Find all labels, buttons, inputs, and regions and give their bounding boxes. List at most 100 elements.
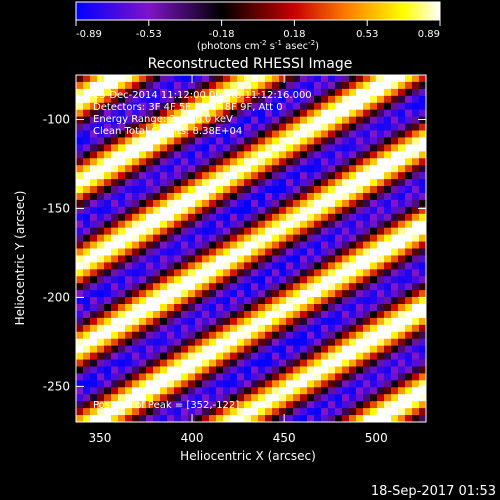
heatmap-cell (118, 269, 126, 277)
heatmap-cell (83, 116, 91, 125)
heatmap-cell (412, 179, 420, 187)
heatmap-cell (314, 123, 322, 132)
heatmap-cell (111, 366, 119, 375)
heatmap-cell (181, 172, 189, 180)
heatmap-cell (307, 151, 315, 159)
heatmap-cell (342, 179, 350, 187)
heatmap-cell (258, 199, 266, 208)
heatmap-cell (118, 123, 126, 132)
heatmap-cell (384, 290, 392, 298)
heatmap-cell (132, 345, 140, 354)
heatmap-cell (258, 220, 266, 229)
heatmap-cell (90, 317, 98, 326)
heatmap-cell (328, 359, 336, 368)
heatmap-cell (370, 116, 378, 125)
heatmap-cell (335, 331, 343, 340)
heatmap-cell (419, 192, 426, 201)
heatmap-cell (398, 206, 406, 215)
heatmap-cell (370, 172, 378, 180)
heatmap-cell (370, 151, 378, 159)
heatmap-cell (377, 151, 385, 159)
heatmap-cell (97, 220, 105, 229)
heatmap-cell (132, 380, 140, 388)
heatmap-cell (370, 234, 378, 243)
heatmap-cell (223, 123, 231, 132)
heatmap-cell (188, 158, 196, 166)
heatmap-cell (391, 192, 399, 201)
heatmap-cell (209, 387, 217, 395)
heatmap-cell (230, 241, 238, 250)
heatmap-cell (125, 269, 133, 277)
heatmap-cell (167, 269, 175, 277)
heatmap-cell (216, 345, 224, 354)
heatmap-cell (419, 276, 426, 284)
heatmap-cell (111, 408, 119, 416)
heatmap-cell (356, 366, 364, 375)
heatmap-cell (125, 95, 133, 104)
heatmap-cell (307, 102, 315, 111)
colorbar-tick-label: 0.18 (283, 29, 305, 40)
heatmap-cell (244, 331, 252, 340)
heatmap-cell (398, 186, 406, 194)
heatmap-cell (181, 310, 189, 319)
heatmap-cell (370, 324, 378, 333)
heatmap-cell (146, 172, 154, 180)
heatmap-cell (412, 290, 420, 298)
heatmap-cell (328, 255, 336, 263)
heatmap-cell (293, 165, 301, 173)
heatmap-cell (132, 310, 140, 319)
heatmap-cell (370, 387, 378, 395)
heatmap-cell (195, 213, 203, 222)
heatmap-cell (349, 241, 357, 250)
heatmap-cell (391, 102, 399, 111)
heatmap-cell (111, 324, 119, 333)
heatmap-cell (244, 366, 252, 375)
heatmap-cell (244, 352, 252, 361)
heatmap-cell (83, 387, 91, 395)
heatmap-cell (181, 345, 189, 354)
heatmap-cell (286, 401, 294, 409)
heatmap-cell (384, 255, 392, 263)
heatmap-cell (153, 310, 161, 319)
heatmap-cell (412, 213, 420, 222)
heatmap-cell (307, 283, 315, 291)
heatmap-cell (237, 373, 245, 381)
heatmap-cell (272, 297, 280, 305)
heatmap-cell (90, 192, 98, 201)
plot-frame (75, 74, 427, 423)
heatmap-cell (230, 255, 238, 263)
heatmap-cell (83, 151, 91, 159)
heatmap-cell (111, 269, 119, 277)
heatmap-cell (307, 206, 315, 215)
heatmap-cell (391, 158, 399, 166)
heatmap-cell (83, 158, 91, 166)
heatmap-cell (76, 186, 84, 194)
heatmap-cell (153, 81, 161, 90)
heatmap-cell (405, 199, 413, 208)
heatmap-cell (370, 227, 378, 236)
heatmap-cell (412, 206, 420, 215)
heatmap-cell (307, 324, 315, 333)
heatmap-cell (384, 172, 392, 180)
heatmap-cell (97, 123, 105, 132)
heatmap-cell (90, 283, 98, 291)
heatmap-cell (90, 109, 98, 118)
heatmap-cell (237, 213, 245, 222)
heatmap-cell (405, 137, 413, 145)
heatmap-cell (244, 151, 252, 159)
heatmap-cell (223, 394, 231, 402)
heatmap-cell (125, 213, 133, 222)
heatmap-cell (167, 366, 175, 375)
heatmap-cell (251, 359, 259, 368)
heatmap-cell (181, 192, 189, 201)
heatmap-cell (314, 317, 322, 326)
heatmap-cell (419, 310, 426, 319)
heatmap-cell (104, 151, 112, 159)
heatmap-cell (216, 220, 224, 229)
heatmap-cell (328, 394, 336, 402)
heatmap-cell (230, 276, 238, 284)
heatmap-cell (118, 359, 126, 368)
heatmap-cell (412, 352, 420, 361)
heatmap-cell (237, 387, 245, 395)
heatmap-cell (286, 179, 294, 187)
